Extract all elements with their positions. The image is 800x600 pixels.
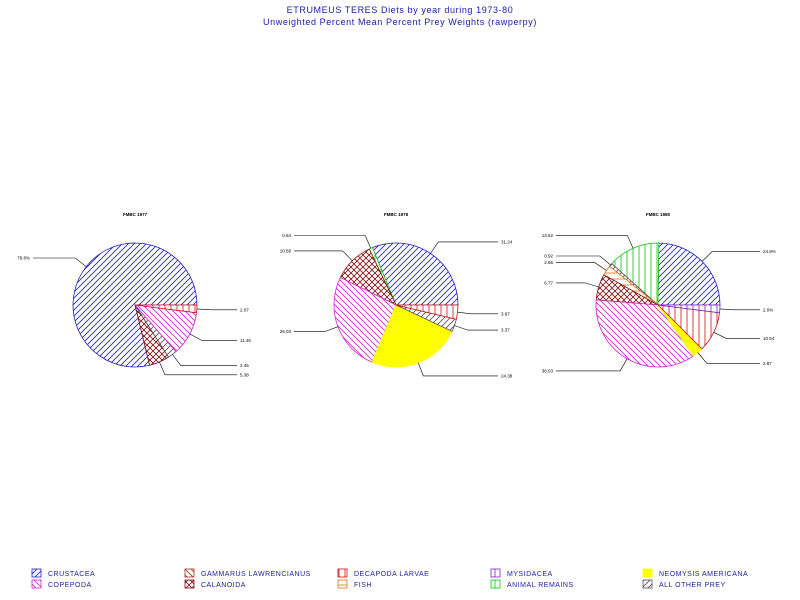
legend-label: MYSIDACEA bbox=[507, 571, 553, 578]
legend-item-copepoda: COPEPODA bbox=[31, 579, 92, 589]
chart-title: ETRUMEUS TERES Diets by year during 1973… bbox=[286, 5, 514, 15]
leader-line bbox=[33, 257, 87, 267]
pie-title: FMBC 1977 bbox=[123, 212, 148, 217]
leader-line bbox=[196, 308, 237, 311]
slice-label: 24.8% bbox=[763, 249, 776, 254]
legend-swatch bbox=[184, 579, 195, 589]
legend-item-other: ALL OTHER PREY bbox=[642, 579, 726, 589]
leader-line bbox=[189, 333, 237, 341]
legend-item-decapoda: DECAPODA LARVAE bbox=[337, 568, 429, 578]
pie-title: FMBC 1980 bbox=[646, 212, 671, 217]
leader-line bbox=[556, 358, 628, 372]
legend-item-calanoida: CALANOIDA bbox=[184, 579, 246, 589]
slice-label: 2.07 bbox=[240, 307, 249, 312]
slice-label: 2.66 bbox=[544, 260, 553, 265]
legend-label: NEOMYSIS AMERICANA bbox=[659, 571, 748, 578]
pie-slice-decapoda bbox=[395, 304, 459, 320]
slice-label: 31.24 bbox=[501, 239, 513, 244]
legend: CRUSTACEA COPEPODA GAMMARUS LAWRENCIANUS CA… bbox=[31, 568, 748, 589]
legend-swatch bbox=[31, 568, 42, 578]
slice-label: 10.54 bbox=[763, 336, 775, 341]
leader-line bbox=[713, 332, 760, 339]
legend-swatch bbox=[642, 568, 653, 578]
pie-title: FMBC 1978 bbox=[384, 212, 409, 217]
slice-label: 10.58 bbox=[280, 248, 292, 253]
pie-slice-crustacea bbox=[371, 242, 459, 306]
slice-label: 2.87 bbox=[763, 361, 772, 366]
legend-swatch bbox=[337, 579, 348, 589]
slice-label: 2.0% bbox=[763, 307, 773, 312]
pie-chart-3: FMBC 1980 24.8% 13.62 0.922.66 6.77 36.03 2.87… bbox=[542, 212, 776, 373]
slice-label: 11.46 bbox=[240, 338, 251, 343]
pie-slice-crustacea bbox=[657, 242, 721, 306]
legend-item-crustacea: CRUSTACEA bbox=[31, 568, 95, 578]
pie-slice-copepoda bbox=[595, 299, 695, 368]
legend-label: ALL OTHER PREY bbox=[659, 582, 726, 589]
slice-label: 3.67 bbox=[501, 311, 510, 316]
slice-label: 0.84 bbox=[282, 233, 291, 238]
legend-swatch bbox=[31, 579, 42, 589]
legend-swatch bbox=[337, 568, 348, 578]
legend-swatch bbox=[490, 579, 501, 589]
slice-label: 3.37 bbox=[501, 328, 510, 333]
slice-label: 78.8% bbox=[17, 256, 30, 261]
leader-line bbox=[701, 251, 760, 262]
pie-chart-1: FMBC 1977 78.8% 5.38 2.46 11.46 2.07 bbox=[17, 212, 251, 377]
pie-slice-neomysis bbox=[371, 304, 453, 368]
pie-slice-remains bbox=[611, 242, 660, 306]
legend-item-remains: ANIMAL REMAINS bbox=[490, 579, 574, 589]
leader-line bbox=[159, 361, 237, 376]
slice-label: 24.38 bbox=[501, 373, 513, 378]
legend-swatch bbox=[642, 579, 653, 589]
legend-label: CRUSTACEA bbox=[48, 571, 95, 578]
pie-slice-mysidacea bbox=[657, 304, 721, 314]
chart-subtitle: Unweighted Percent Mean Percent Prey Wei… bbox=[263, 17, 537, 27]
legend-item-gammarus: GAMMARUS LAWRENCIANUS bbox=[184, 568, 311, 578]
leader-line bbox=[294, 235, 372, 249]
legend-swatch bbox=[490, 568, 501, 578]
legend-item-neomysis: NEOMYSIS AMERICANA bbox=[642, 568, 748, 578]
leader-line bbox=[697, 352, 760, 364]
leader-line bbox=[294, 250, 353, 262]
legend-label: COPEPODA bbox=[48, 582, 92, 589]
leader-line bbox=[294, 326, 339, 332]
leader-line bbox=[556, 262, 607, 271]
slice-label: 26.03 bbox=[280, 329, 292, 334]
slice-label: 13.62 bbox=[542, 233, 554, 238]
leader-line bbox=[556, 282, 599, 288]
leader-line bbox=[430, 241, 498, 254]
leader-line bbox=[172, 354, 237, 366]
legend-label: FISH bbox=[354, 582, 372, 589]
slice-label: 0.92 bbox=[544, 254, 553, 259]
pie-chart-2: FMBC 1978 31.24 0.84 10.58 26.03 24.38 3.37 3.6… bbox=[280, 212, 513, 378]
slice-label: 5.38 bbox=[240, 372, 249, 377]
leader-line bbox=[454, 325, 498, 331]
leader-line bbox=[719, 308, 760, 311]
pie-slice-decapoda bbox=[134, 304, 198, 314]
legend-label: CALANOIDA bbox=[201, 582, 246, 589]
leader-line bbox=[457, 311, 498, 315]
legend-item-fish: FISH bbox=[337, 579, 372, 589]
leader-line bbox=[556, 255, 611, 266]
legend-label: ANIMAL REMAINS bbox=[507, 582, 574, 589]
legend-label: DECAPODA LARVAE bbox=[354, 571, 429, 578]
legend-item-mysidacea: MYSIDACEA bbox=[490, 568, 553, 578]
legend-swatch bbox=[184, 568, 195, 578]
slice-label: 36.03 bbox=[542, 368, 554, 373]
slice-label: 2.46 bbox=[240, 363, 249, 368]
legend-label: GAMMARUS LAWRENCIANUS bbox=[201, 571, 311, 578]
leader-line bbox=[418, 362, 498, 377]
leader-line bbox=[556, 235, 634, 249]
slice-label: 6.77 bbox=[544, 280, 553, 285]
